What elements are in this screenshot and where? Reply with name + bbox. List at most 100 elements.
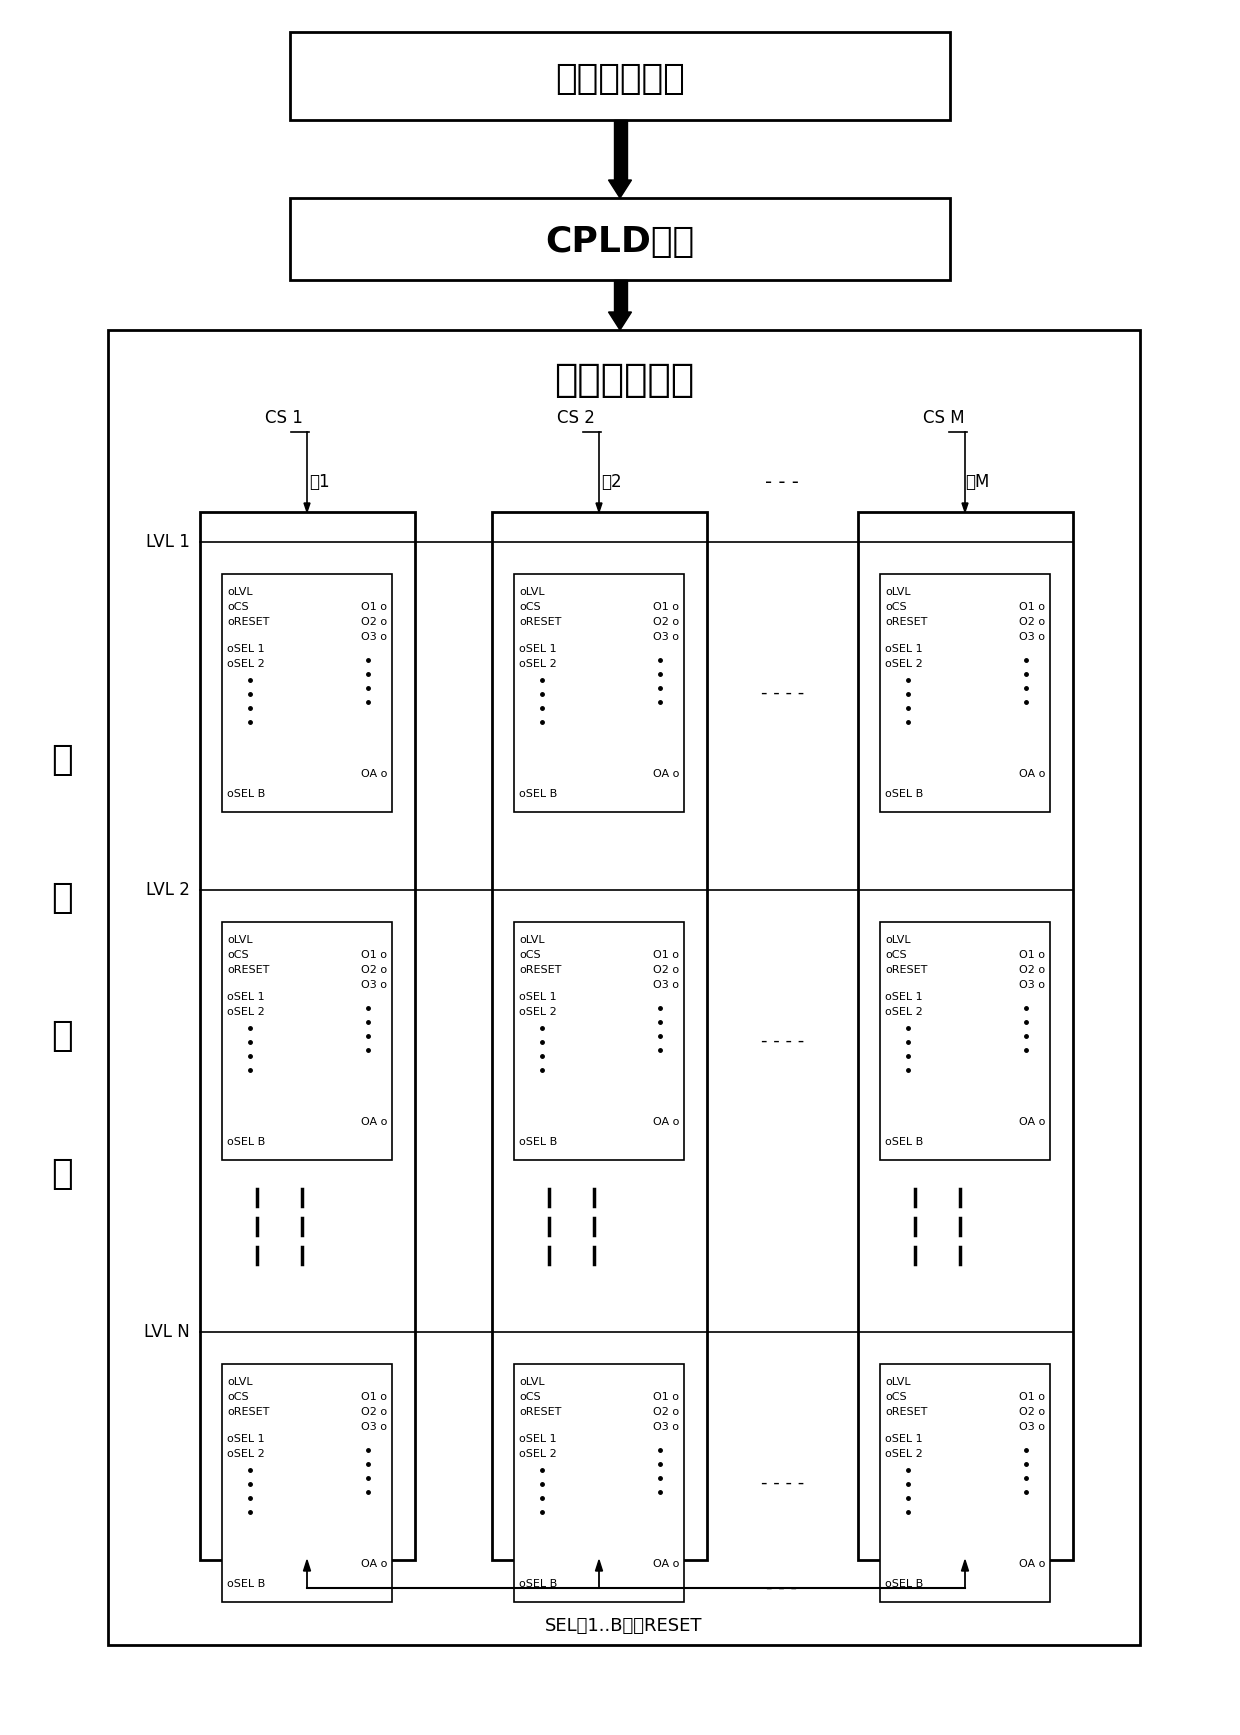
Text: oLVL: oLVL xyxy=(227,586,253,597)
Text: oSEL 2: oSEL 2 xyxy=(227,1006,265,1017)
Text: oSEL 2: oSEL 2 xyxy=(520,1006,557,1017)
Text: oCS: oCS xyxy=(520,1391,541,1402)
Text: oSEL 2: oSEL 2 xyxy=(520,659,557,670)
Bar xyxy=(614,120,626,180)
Polygon shape xyxy=(961,1560,968,1570)
Text: oRESET: oRESET xyxy=(227,965,269,975)
Text: O3 o: O3 o xyxy=(1019,632,1045,642)
Bar xyxy=(880,574,1050,812)
Text: oSEL 2: oSEL 2 xyxy=(885,1006,923,1017)
Text: O2 o: O2 o xyxy=(653,1407,680,1417)
Text: OA o: OA o xyxy=(1018,1560,1045,1568)
Text: O2 o: O2 o xyxy=(1019,618,1045,626)
Text: OA o: OA o xyxy=(361,769,387,779)
Polygon shape xyxy=(304,503,310,512)
Polygon shape xyxy=(595,1560,603,1570)
Text: oRESET: oRESET xyxy=(227,618,269,626)
Text: oLVL: oLVL xyxy=(885,586,910,597)
Text: OA o: OA o xyxy=(1018,769,1045,779)
Text: O1 o: O1 o xyxy=(653,951,680,959)
Text: oSEL 1: oSEL 1 xyxy=(520,1435,557,1444)
Text: oSEL B: oSEL B xyxy=(227,1579,265,1589)
Text: O1 o: O1 o xyxy=(1019,1391,1045,1402)
Text: oSEL B: oSEL B xyxy=(520,1579,557,1589)
Text: oCS: oCS xyxy=(885,1391,906,1402)
Bar xyxy=(880,1364,1050,1601)
Text: - - - -: - - - - xyxy=(761,1032,804,1050)
Text: oCS: oCS xyxy=(227,602,249,612)
Text: oSEL B: oSEL B xyxy=(520,1136,557,1147)
Polygon shape xyxy=(304,1560,310,1570)
Bar xyxy=(108,330,1140,1645)
Text: O1 o: O1 o xyxy=(653,602,680,612)
Text: oSEL B: oSEL B xyxy=(520,789,557,800)
Text: oCS: oCS xyxy=(227,1391,249,1402)
Text: O2 o: O2 o xyxy=(1019,965,1045,975)
Text: oCS: oCS xyxy=(520,602,541,612)
Bar xyxy=(515,574,684,812)
Text: OA o: OA o xyxy=(652,1117,680,1128)
Text: oSEL 1: oSEL 1 xyxy=(520,644,557,654)
Text: O1 o: O1 o xyxy=(1019,602,1045,612)
Text: oLVL: oLVL xyxy=(885,935,910,946)
Text: O1 o: O1 o xyxy=(653,1391,680,1402)
Text: OA o: OA o xyxy=(652,769,680,779)
Text: oSEL B: oSEL B xyxy=(885,1579,924,1589)
Text: oRESET: oRESET xyxy=(885,618,928,626)
Text: O2 o: O2 o xyxy=(653,965,680,975)
Text: O2 o: O2 o xyxy=(361,618,387,626)
Text: oRESET: oRESET xyxy=(520,618,562,626)
Text: O3 o: O3 o xyxy=(1019,980,1045,991)
Text: oSEL 1: oSEL 1 xyxy=(885,644,923,654)
Text: OA o: OA o xyxy=(361,1117,387,1128)
Text: oRESET: oRESET xyxy=(520,1407,562,1417)
Text: 总线接口电路: 总线接口电路 xyxy=(556,62,684,95)
Text: O2 o: O2 o xyxy=(1019,1407,1045,1417)
Bar xyxy=(200,512,415,1560)
Text: oRESET: oRESET xyxy=(520,965,562,975)
Text: oRESET: oRESET xyxy=(885,1407,928,1417)
Text: CS 1: CS 1 xyxy=(265,409,303,427)
Text: O3 o: O3 o xyxy=(1019,1423,1045,1431)
Bar xyxy=(614,279,626,312)
Text: oSEL 1: oSEL 1 xyxy=(227,1435,264,1444)
Bar xyxy=(222,574,392,812)
Text: CS 2: CS 2 xyxy=(557,409,595,427)
Text: oSEL B: oSEL B xyxy=(227,789,265,800)
Text: O3 o: O3 o xyxy=(653,980,680,991)
Text: 组M: 组M xyxy=(965,474,990,491)
Polygon shape xyxy=(962,503,968,512)
Bar xyxy=(880,921,1050,1161)
Text: O3 o: O3 o xyxy=(361,980,387,991)
Text: 组1: 组1 xyxy=(309,474,330,491)
Text: OA o: OA o xyxy=(361,1560,387,1568)
Text: oRESET: oRESET xyxy=(885,965,928,975)
Text: - - -: - - - xyxy=(766,1579,797,1596)
Text: - - -: - - - xyxy=(765,472,799,491)
Text: oLVL: oLVL xyxy=(520,935,544,946)
Text: O1 o: O1 o xyxy=(361,951,387,959)
Text: O3 o: O3 o xyxy=(653,632,680,642)
Text: CPLD芯片: CPLD芯片 xyxy=(546,226,694,259)
Text: oLVL: oLVL xyxy=(520,586,544,597)
Text: O1 o: O1 o xyxy=(361,602,387,612)
Polygon shape xyxy=(609,180,631,198)
Text: oSEL 1: oSEL 1 xyxy=(885,1435,923,1444)
Text: LVL N: LVL N xyxy=(144,1324,190,1341)
Text: SEL（1..B），RESET: SEL（1..B），RESET xyxy=(546,1617,703,1634)
Text: CS M: CS M xyxy=(923,409,965,427)
Text: 驱动芯片阵列: 驱动芯片阵列 xyxy=(554,361,694,399)
Text: OA o: OA o xyxy=(652,1560,680,1568)
Text: - - - -: - - - - xyxy=(761,684,804,703)
Bar xyxy=(290,198,950,279)
Text: oSEL 2: oSEL 2 xyxy=(885,659,923,670)
Text: O3 o: O3 o xyxy=(361,1423,387,1431)
Text: oCS: oCS xyxy=(520,951,541,959)
Bar xyxy=(515,921,684,1161)
Text: 驱: 驱 xyxy=(51,743,73,777)
Text: oSEL 1: oSEL 1 xyxy=(520,992,557,1003)
Text: oRESET: oRESET xyxy=(227,1407,269,1417)
Bar xyxy=(515,1364,684,1601)
Text: O1 o: O1 o xyxy=(361,1391,387,1402)
Text: OA o: OA o xyxy=(1018,1117,1045,1128)
